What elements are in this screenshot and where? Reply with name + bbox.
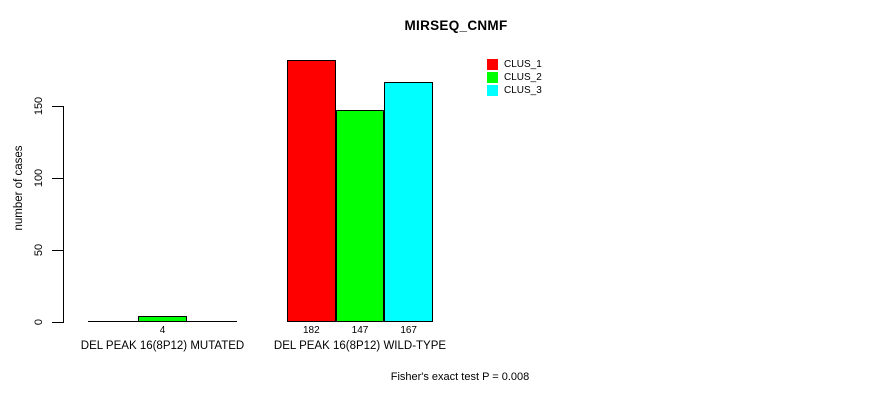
x-category-label: DEL PEAK 16(8P12) MUTATED <box>80 340 245 352</box>
y-tick-mark <box>52 105 63 107</box>
legend-label: CLUS_1 <box>504 59 542 71</box>
y-tick-label: 0 <box>33 318 45 326</box>
legend-swatch-clus_1 <box>487 59 498 71</box>
x-category-label: DEL PEAK 16(8P12) WILD-TYPE <box>273 340 447 352</box>
y-tick-mark <box>52 321 63 323</box>
legend-label: CLUS_3 <box>504 85 542 97</box>
legend-item: CLUS_3 <box>487 85 542 97</box>
bar-clus_1 <box>287 59 336 322</box>
bar-clus_2 <box>335 110 385 322</box>
bar-value-label: 182 <box>302 325 320 336</box>
y-tick-mark <box>52 177 63 179</box>
bar-value-label: 147 <box>351 325 369 336</box>
bar-clus_2 <box>137 316 188 322</box>
legend-swatch-clus_2 <box>487 72 498 84</box>
y-tick-mark <box>52 249 63 251</box>
legend-label: CLUS_2 <box>504 72 542 84</box>
bar-value-label: 167 <box>400 325 417 336</box>
stat-test-annotation: Fisher's exact test P = 0.008 <box>390 371 530 383</box>
legend-item: CLUS_2 <box>487 72 542 84</box>
y-tick-label: 50 <box>33 243 45 257</box>
y-tick-label: 100 <box>33 168 45 188</box>
chart-title: MIRSEQ_CNMF <box>404 18 508 33</box>
legend-swatch-clus_3 <box>487 85 498 97</box>
bar-value-label: 4 <box>159 325 166 336</box>
bar-clus_3 <box>384 81 433 322</box>
legend: CLUS_1 CLUS_2 CLUS_3 <box>487 59 542 97</box>
y-axis-line <box>63 106 64 323</box>
y-axis-label: number of cases <box>13 145 25 231</box>
y-tick-label: 150 <box>33 96 45 116</box>
legend-item: CLUS_1 <box>487 59 542 71</box>
